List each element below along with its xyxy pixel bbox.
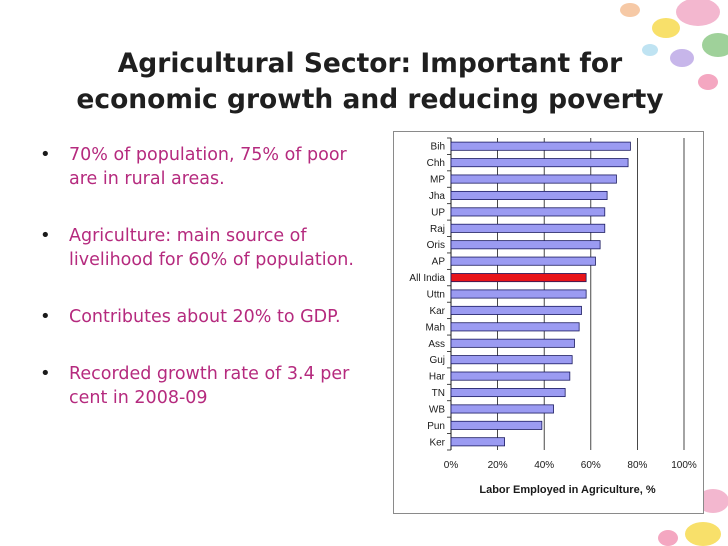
category-label: Bih [431,142,445,153]
category-label: Pun [427,421,445,432]
category-label: All India [409,273,445,284]
bullet-text: Recorded growth rate of 3.4 per cent in … [69,364,350,408]
category-label: Har [429,372,446,383]
bar [450,158,629,168]
bar [450,388,566,398]
bullet-icon: • [40,144,51,165]
category-label: Mah [426,322,445,333]
x-tick-label: 80% [627,460,647,471]
bar [450,355,573,365]
bullet-item: • 70% of population, 75% of poor are in r… [40,143,370,191]
bullet-list: • 70% of population, 75% of poor are in r… [40,143,370,443]
bar [450,404,554,414]
bullet-text: Contributes about 20% to GDP. [69,307,341,327]
x-tick-label: 0% [444,460,459,471]
category-label: UP [431,207,445,218]
bullet-item: • Recorded growth rate of 3.4 per cent in… [40,362,370,410]
bullet-icon: • [40,363,51,384]
bar [450,273,587,283]
slide-title: Agricultural Sector: Important for econo… [30,46,710,118]
bar [450,371,571,381]
bar [450,322,580,332]
bullet-icon: • [40,306,51,327]
bullet-icon: • [40,225,51,246]
bullet-text: Agriculture: main source of livelihood f… [69,226,354,270]
bar [450,338,575,348]
category-label: AP [432,257,446,268]
bar [450,437,505,447]
x-tick-label: 60% [581,460,601,471]
decorative-candy-image [658,489,728,546]
bar [450,289,587,299]
category-label: Guj [429,355,445,366]
bar [450,207,606,217]
chart-svg: Bih Chh MP Jha UP Raj Oris AP All India Uttn Kar Ma… [409,137,697,496]
bullet-item: • Contributes about 20% to GDP. [40,305,370,329]
category-label: TN [432,388,445,399]
bar [450,141,631,151]
category-label: Oris [427,240,445,251]
bar [450,420,543,430]
slide-title-line: economic growth and reducing poverty [76,84,664,115]
bullet-item: • Agriculture: main source of livelihood … [40,224,370,272]
x-tick-label: 20% [488,460,508,471]
labor-chart: Bih Chh MP Jha UP Raj Oris AP All India Uttn Kar Ma… [393,131,704,514]
bar [450,305,582,315]
category-label: Chh [427,158,445,169]
slide-title-line: Agricultural Sector: Important for [117,48,623,79]
category-label: Ker [429,437,445,448]
x-tick-label: 40% [534,460,554,471]
bar [450,223,606,233]
bar [450,190,608,200]
category-label: Jha [429,191,446,202]
bar [450,174,617,184]
category-label: Kar [429,306,445,317]
category-label: Uttn [427,290,445,301]
bar [450,240,601,250]
category-label: Raj [430,224,445,235]
x-axis-label: Labor Employed in Agriculture, % [479,484,655,496]
category-label: MP [430,175,445,186]
x-tick-label: 100% [671,460,697,471]
bar [450,256,596,266]
bullet-text: 70% of population, 75% of poor are in ru… [69,145,347,189]
category-label: WB [429,404,445,415]
category-label: Ass [428,339,445,350]
decorative-candy-image [620,0,728,90]
